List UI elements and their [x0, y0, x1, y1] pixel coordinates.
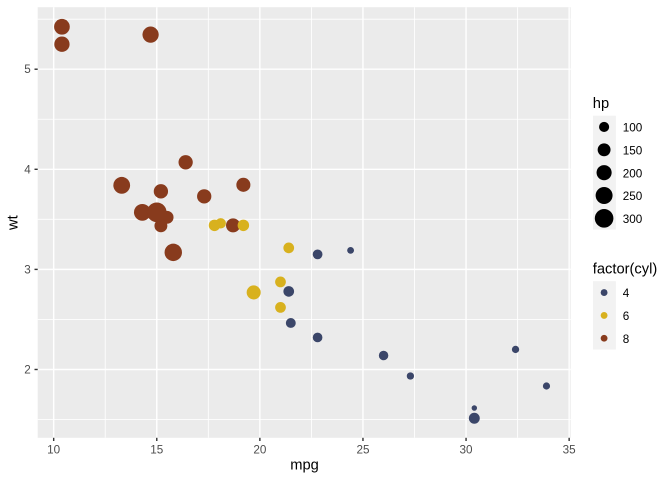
svg-text:250: 250: [623, 190, 643, 203]
svg-text:6: 6: [623, 310, 630, 323]
svg-text:5: 5: [24, 63, 31, 76]
svg-text:25: 25: [356, 444, 370, 457]
svg-text:150: 150: [623, 144, 643, 157]
svg-text:8: 8: [623, 333, 630, 346]
svg-text:15: 15: [150, 444, 164, 457]
svg-text:20: 20: [253, 444, 267, 457]
svg-text:wt: wt: [5, 215, 21, 231]
svg-text:3: 3: [24, 263, 31, 276]
svg-text:100: 100: [623, 122, 643, 135]
svg-text:4: 4: [24, 163, 31, 176]
svg-text:hp: hp: [593, 96, 609, 112]
svg-text:mpg: mpg: [290, 457, 319, 473]
svg-text:factor(cyl): factor(cyl): [593, 261, 657, 277]
svg-text:2: 2: [24, 363, 31, 376]
svg-text:30: 30: [460, 444, 474, 457]
svg-text:35: 35: [563, 444, 577, 457]
svg-text:10: 10: [47, 444, 61, 457]
svg-text:300: 300: [623, 213, 643, 226]
svg-text:4: 4: [623, 287, 630, 300]
svg-text:200: 200: [623, 167, 643, 180]
